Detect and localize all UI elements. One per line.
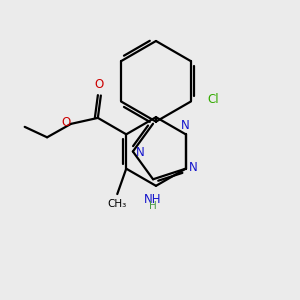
Text: N: N (189, 161, 197, 174)
Text: O: O (95, 78, 104, 91)
Text: O: O (61, 116, 70, 129)
Text: H: H (148, 201, 156, 212)
Text: N: N (136, 146, 145, 160)
Text: N: N (181, 119, 190, 132)
Text: NH: NH (144, 193, 161, 206)
Text: Cl: Cl (207, 94, 219, 106)
Text: CH₃: CH₃ (108, 200, 127, 209)
